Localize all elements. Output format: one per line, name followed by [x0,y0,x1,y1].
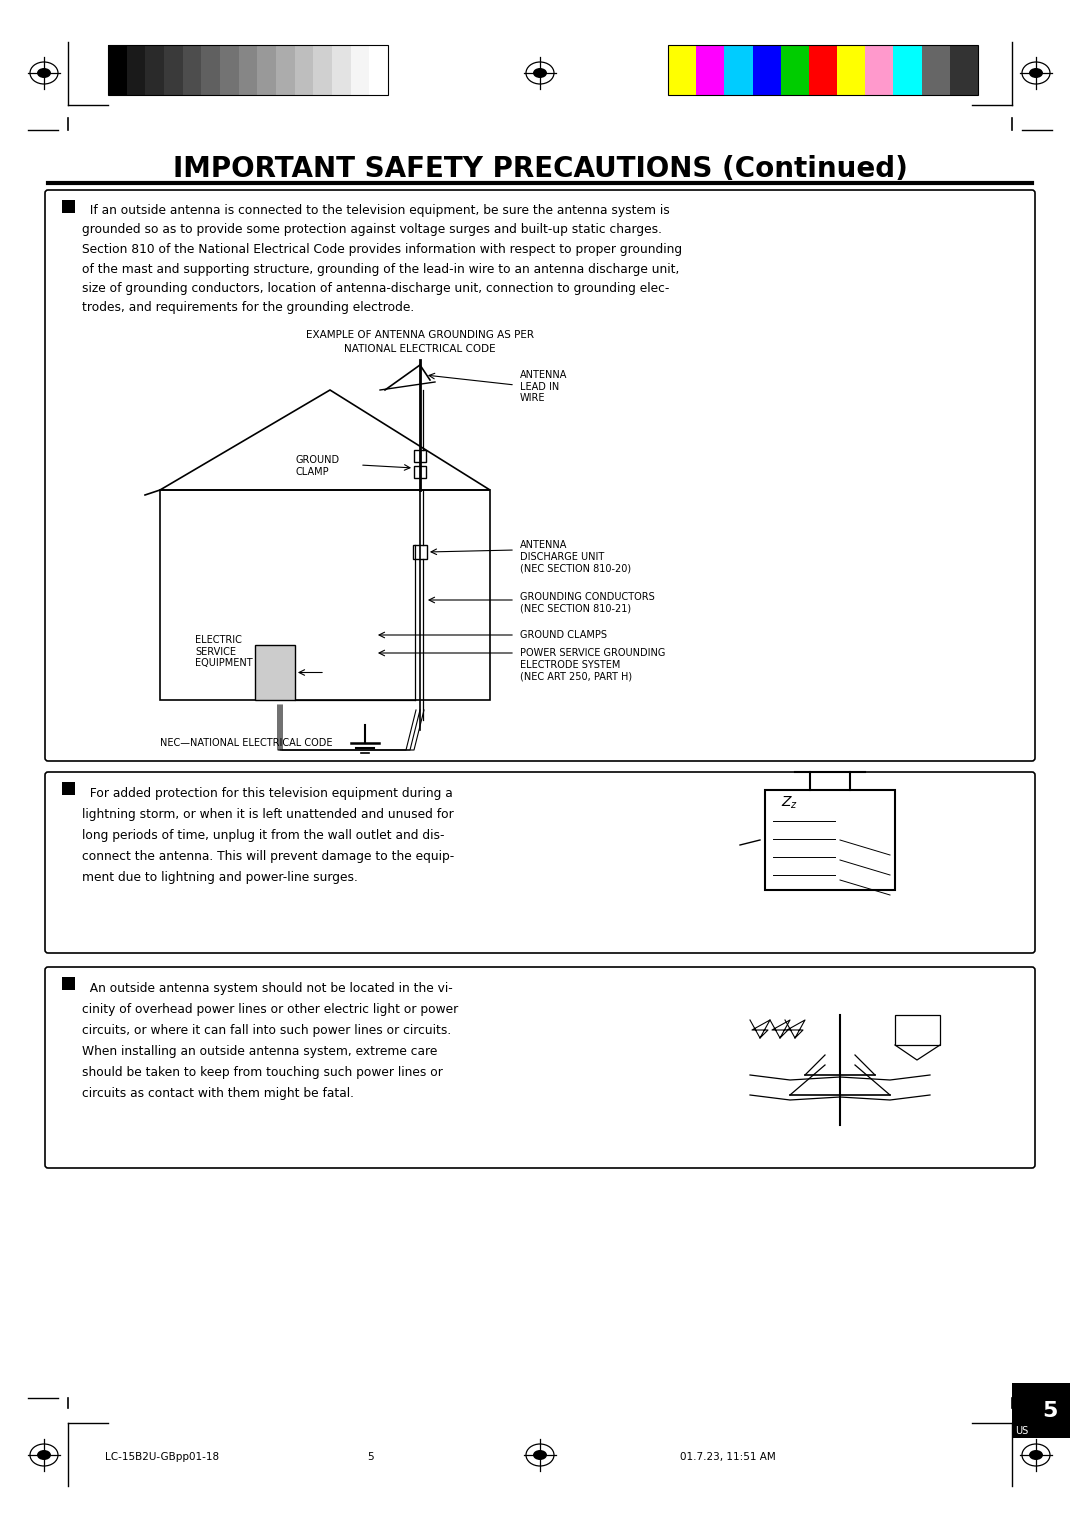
Bar [164,44,183,95]
Bar [837,44,865,95]
Text: POWER SERVICE GROUNDING
ELECTRODE SYSTEM
(NEC ART 250, PART H): POWER SERVICE GROUNDING ELECTRODE SYSTEM… [519,648,665,681]
Bar [255,645,295,700]
FancyBboxPatch shape [45,772,1035,953]
Text: IMPORTANT SAFETY PRECAUTIONS (Continued): IMPORTANT SAFETY PRECAUTIONS (Continued) [173,154,907,183]
Text: ANTENNA
LEAD IN
WIRE: ANTENNA LEAD IN WIRE [519,370,567,403]
Bar [895,1015,940,1045]
Bar [257,44,276,95]
Text: An outside antenna system should not be located in the vi-: An outside antenna system should not be … [82,983,453,995]
Text: should be taken to keep from touching such power lines or: should be taken to keep from touching su… [82,1067,443,1079]
Bar [332,44,351,95]
Ellipse shape [534,1450,546,1459]
Text: long periods of time, unplug it from the wall outlet and dis-: long periods of time, unplug it from the… [82,830,445,842]
Bar [201,44,220,95]
Text: NEC—NATIONAL ELECTRICAL CODE: NEC—NATIONAL ELECTRICAL CODE [160,738,333,749]
Bar [809,44,837,95]
Text: of the mast and supporting structure, grounding of the lead-in wire to an antenn: of the mast and supporting structure, gr… [82,263,679,275]
Text: circuits as contact with them might be fatal.: circuits as contact with them might be f… [82,1086,354,1100]
Bar [351,44,369,95]
Bar [669,44,697,95]
Bar [369,44,388,95]
Bar [669,44,978,95]
Text: circuits, or where it can fall into such power lines or circuits.: circuits, or where it can fall into such… [82,1024,451,1038]
Bar [276,44,295,95]
Bar [781,44,809,95]
Text: GROUND CLAMPS: GROUND CLAMPS [519,630,607,640]
Bar [183,44,201,95]
Text: ment due to lightning and power-line surges.: ment due to lightning and power-line sur… [82,871,357,885]
Bar [126,44,146,95]
Text: EXAMPLE OF ANTENNA GROUNDING AS PER: EXAMPLE OF ANTENNA GROUNDING AS PER [306,330,534,341]
Text: NATIONAL ELECTRICAL CODE: NATIONAL ELECTRICAL CODE [345,344,496,354]
Bar [62,976,75,990]
Bar [62,782,75,795]
Ellipse shape [37,1450,51,1459]
Text: cinity of overhead power lines or other electric light or power: cinity of overhead power lines or other … [82,1002,458,1016]
FancyBboxPatch shape [45,189,1035,761]
Text: LC-15B2U-GBpp01-18: LC-15B2U-GBpp01-18 [105,1452,219,1462]
Bar [893,44,921,95]
Bar [220,44,239,95]
Text: US: US [1015,1426,1028,1436]
Text: grounded so as to provide some protection against voltage surges and built-up st: grounded so as to provide some protectio… [82,223,662,237]
Text: size of grounding conductors, location of antenna-discharge unit, connection to : size of grounding conductors, location o… [82,283,670,295]
Text: connect the antenna. This will prevent damage to the equip-: connect the antenna. This will prevent d… [82,850,455,863]
FancyBboxPatch shape [45,967,1035,1167]
Text: When installing an outside antenna system, extreme care: When installing an outside antenna syste… [82,1045,437,1057]
Bar [160,490,490,700]
Ellipse shape [534,69,546,78]
Text: 5: 5 [367,1452,374,1462]
Text: ELECTRIC
SERVICE
EQUIPMENT: ELECTRIC SERVICE EQUIPMENT [195,636,253,668]
Text: $Z_z$: $Z_z$ [782,795,798,811]
Bar [313,44,332,95]
Bar [108,44,388,95]
Ellipse shape [1029,1450,1043,1459]
Bar [62,200,75,212]
Bar [414,451,426,461]
Bar [239,44,257,95]
Text: trodes, and requirements for the grounding electrode.: trodes, and requirements for the groundi… [82,301,415,315]
Text: Section 810 of the National Electrical Code provides information with respect to: Section 810 of the National Electrical C… [82,243,683,257]
Text: ANTENNA
DISCHARGE UNIT
(NEC SECTION 810-20): ANTENNA DISCHARGE UNIT (NEC SECTION 810-… [519,539,631,573]
Bar [753,44,781,95]
Bar [949,44,978,95]
Text: 01.7.23, 11:51 AM: 01.7.23, 11:51 AM [680,1452,775,1462]
Bar [295,44,313,95]
Bar [413,545,427,559]
Bar [414,466,426,478]
Bar [146,44,164,95]
Bar [921,44,949,95]
Text: lightning storm, or when it is left unattended and unused for: lightning storm, or when it is left unat… [82,808,454,821]
Text: 5: 5 [1042,1401,1057,1421]
Text: For added protection for this television equipment during a: For added protection for this television… [82,787,453,801]
Bar [1012,1383,1070,1438]
Bar [765,790,895,889]
Bar [865,44,893,95]
Text: GROUND
CLAMP: GROUND CLAMP [295,455,339,477]
Ellipse shape [1029,69,1043,78]
Bar [108,44,126,95]
Text: If an outside antenna is connected to the television equipment, be sure the ante: If an outside antenna is connected to th… [82,205,670,217]
Text: GROUNDING CONDUCTORS
(NEC SECTION 810-21): GROUNDING CONDUCTORS (NEC SECTION 810-21… [519,591,654,614]
Bar [697,44,725,95]
Ellipse shape [37,69,51,78]
Bar [725,44,753,95]
